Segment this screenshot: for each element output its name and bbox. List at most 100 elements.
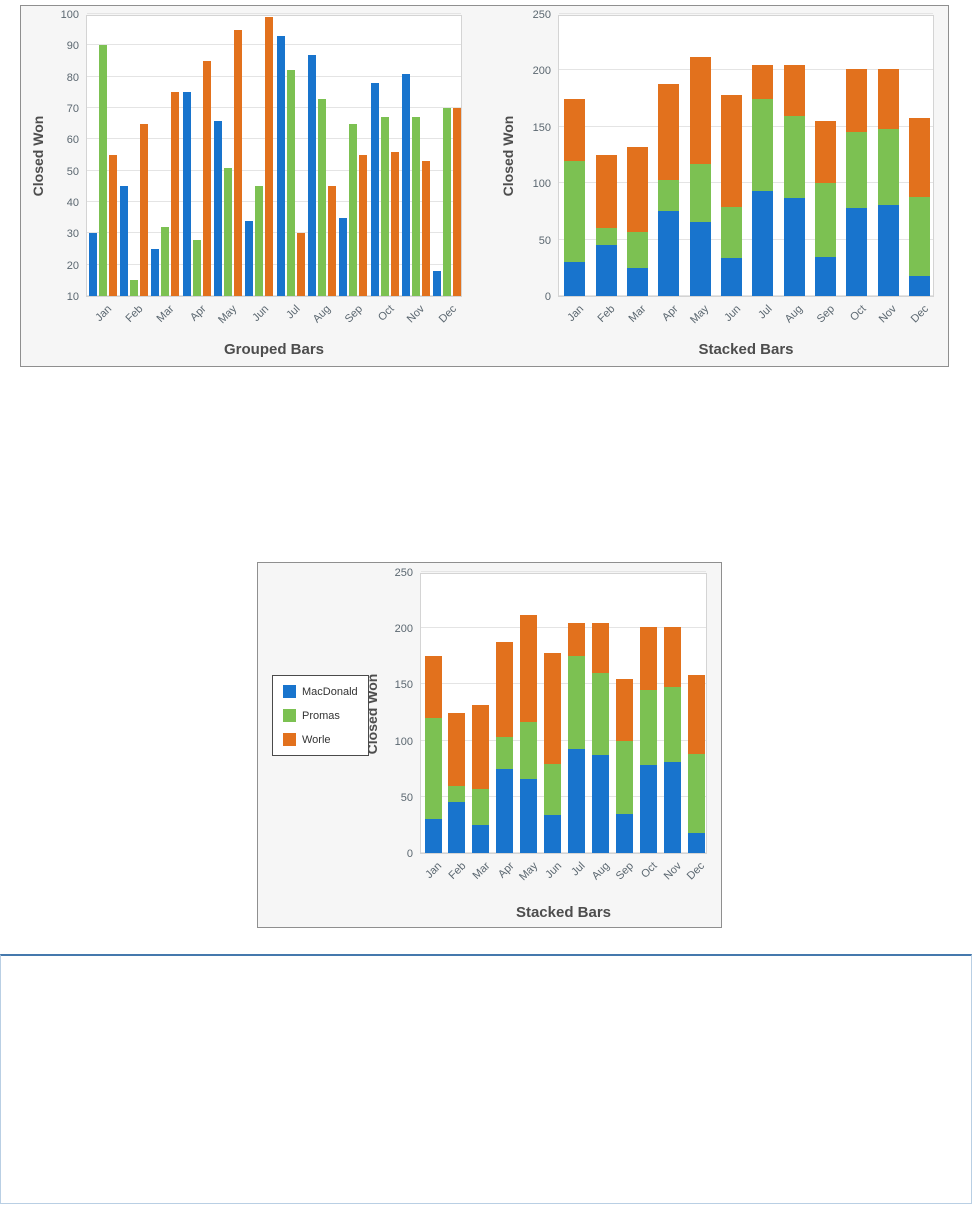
grouped-bar[interactable] xyxy=(286,70,295,296)
grouped-bar[interactable] xyxy=(443,108,452,296)
stacked-bar-segment[interactable] xyxy=(424,718,442,820)
stacked-bar-segment[interactable] xyxy=(496,737,514,769)
stacked-bar-segment[interactable] xyxy=(544,652,561,765)
grouped-bar[interactable] xyxy=(255,186,264,296)
stacked-bar-segment[interactable] xyxy=(568,748,585,853)
stacked-bar-segment[interactable] xyxy=(591,755,609,853)
grouped-bar[interactable] xyxy=(453,108,462,296)
stacked-bar-segment[interactable] xyxy=(520,778,538,853)
stacked-bar-segment[interactable] xyxy=(877,129,899,205)
stacked-bar-segment[interactable] xyxy=(689,221,711,296)
stacked-bar-segment[interactable] xyxy=(658,211,680,296)
grouped-bar[interactable] xyxy=(402,73,410,296)
grouped-bar[interactable] xyxy=(422,161,430,296)
grouped-bar[interactable] xyxy=(88,233,97,296)
stacked-bar-segment[interactable] xyxy=(689,56,711,164)
stacked-bar-segment[interactable] xyxy=(877,204,899,296)
stacked-bar-segment[interactable] xyxy=(448,802,466,853)
stacked-bar-segment[interactable] xyxy=(814,183,836,257)
grouped-bar[interactable] xyxy=(182,92,191,296)
stacked-bar-segment[interactable] xyxy=(615,740,633,814)
stacked-bar-segment[interactable] xyxy=(520,614,538,722)
stacked-bar-segment[interactable] xyxy=(663,762,681,853)
stacked-bar-segment[interactable] xyxy=(544,814,561,853)
grouped-bar[interactable] xyxy=(130,280,138,296)
stacked-bar-segment[interactable] xyxy=(846,69,868,133)
stacked-bar-segment[interactable] xyxy=(689,164,711,222)
stacked-bar-segment[interactable] xyxy=(520,721,538,779)
grouped-bar[interactable] xyxy=(245,220,254,296)
stacked-bar-segment[interactable] xyxy=(908,275,930,296)
stacked-bar-segment[interactable] xyxy=(639,690,657,766)
grouped-bar[interactable] xyxy=(265,17,274,296)
grouped-bar[interactable] xyxy=(214,120,222,296)
grouped-bar[interactable] xyxy=(349,123,358,296)
stacked-bar-segment[interactable] xyxy=(658,83,680,180)
stacked-bar-segment[interactable] xyxy=(626,231,648,268)
stacked-bar-segment[interactable] xyxy=(564,262,586,296)
grouped-bar[interactable] xyxy=(308,54,316,296)
stacked-bar-segment[interactable] xyxy=(783,197,805,296)
stacked-bar-segment[interactable] xyxy=(615,678,633,741)
stacked-bar-segment[interactable] xyxy=(564,160,586,263)
stacked-bar-segment[interactable] xyxy=(846,208,868,296)
grouped-bar[interactable] xyxy=(161,227,170,296)
grouped-bar[interactable] xyxy=(98,45,107,296)
stacked-bar-segment[interactable] xyxy=(687,675,705,755)
grouped-bar[interactable] xyxy=(318,98,326,296)
stacked-bar-segment[interactable] xyxy=(783,64,805,116)
stacked-bar-segment[interactable] xyxy=(639,627,657,690)
stacked-bar-segment[interactable] xyxy=(626,147,648,232)
stacked-bar-segment[interactable] xyxy=(626,267,648,296)
grouped-bar[interactable] xyxy=(390,151,399,296)
stacked-bar-segment[interactable] xyxy=(752,98,774,192)
stacked-bar-segment[interactable] xyxy=(595,245,617,296)
grouped-bar[interactable] xyxy=(192,239,201,296)
stacked-bar-segment[interactable] xyxy=(687,754,705,833)
stacked-bar-segment[interactable] xyxy=(783,115,805,198)
stacked-bar-segment[interactable] xyxy=(472,824,490,853)
grouped-bar[interactable] xyxy=(234,29,242,296)
legend-item[interactable]: Worle xyxy=(283,733,358,746)
stacked-bar-segment[interactable] xyxy=(595,228,617,246)
stacked-bar-segment[interactable] xyxy=(591,673,609,756)
stacked-bar-segment[interactable] xyxy=(720,257,742,296)
grouped-bar[interactable] xyxy=(171,92,180,296)
stacked-bar-segment[interactable] xyxy=(496,641,514,738)
stacked-bar-segment[interactable] xyxy=(591,622,609,674)
stacked-bar-segment[interactable] xyxy=(877,69,899,130)
grouped-bar[interactable] xyxy=(380,117,389,296)
grouped-bar[interactable] xyxy=(108,155,117,296)
stacked-bar-segment[interactable] xyxy=(814,121,836,184)
stacked-bar-segment[interactable] xyxy=(564,98,586,161)
stacked-bar-segment[interactable] xyxy=(814,256,836,296)
stacked-bar-segment[interactable] xyxy=(424,819,442,853)
stacked-bar-segment[interactable] xyxy=(568,622,585,657)
stacked-bar-segment[interactable] xyxy=(752,64,774,99)
stacked-bar-segment[interactable] xyxy=(908,196,930,276)
grouped-bar[interactable] xyxy=(120,186,128,296)
stacked-bar-segment[interactable] xyxy=(544,764,561,815)
grouped-bar[interactable] xyxy=(224,167,232,296)
stacked-bar-segment[interactable] xyxy=(720,206,742,258)
stacked-bar-segment[interactable] xyxy=(595,155,617,229)
stacked-bar-segment[interactable] xyxy=(472,788,490,825)
stacked-bar-segment[interactable] xyxy=(496,768,514,853)
grouped-bar[interactable] xyxy=(276,35,285,296)
stacked-bar-segment[interactable] xyxy=(448,712,466,786)
legend-item[interactable]: Promas xyxy=(283,709,358,722)
stacked-bar-segment[interactable] xyxy=(846,132,868,208)
grouped-bar[interactable] xyxy=(296,233,305,296)
stacked-bar-segment[interactable] xyxy=(908,117,930,197)
stacked-bar-segment[interactable] xyxy=(752,191,774,296)
stacked-bar-segment[interactable] xyxy=(448,785,466,803)
grouped-bar[interactable] xyxy=(433,270,442,296)
stacked-bar-segment[interactable] xyxy=(658,179,680,212)
stacked-bar-segment[interactable] xyxy=(720,95,742,207)
stacked-bar-segment[interactable] xyxy=(687,832,705,853)
grouped-bar[interactable] xyxy=(339,217,348,296)
grouped-bar[interactable] xyxy=(151,249,160,296)
stacked-bar-segment[interactable] xyxy=(424,656,442,719)
stacked-bar-segment[interactable] xyxy=(615,813,633,853)
grouped-bar[interactable] xyxy=(202,61,211,296)
